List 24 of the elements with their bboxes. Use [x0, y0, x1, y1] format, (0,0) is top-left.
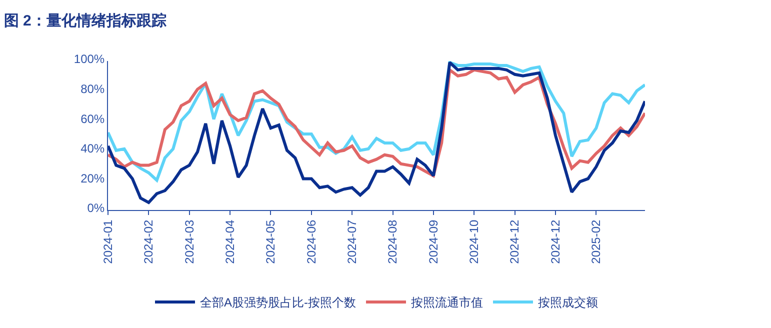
x-tick-label: 2024-07 [344, 219, 359, 264]
x-tick-label: 2024-08 [386, 219, 400, 264]
x-tick-label: 2024-01 [100, 219, 115, 264]
x-tick-label: 2024-04 [222, 219, 237, 264]
legend-label: 按照流通市值 [411, 296, 483, 310]
y-tick-label: 100% [74, 52, 105, 66]
chart-title: 图 2：量化情绪指标跟踪 [4, 12, 166, 30]
legend-label: 按照成交额 [538, 296, 598, 310]
y-tick-label: 60% [80, 112, 105, 126]
y-tick-label: 20% [80, 171, 105, 186]
x-tick-label: 2024-06 [304, 219, 318, 264]
x-tick-label: 2024-05 [264, 219, 278, 264]
y-tick-label: 0% [87, 201, 105, 216]
x-tick-label: 2025-02 [589, 219, 604, 264]
x-tick-label: 2024-03 [182, 219, 196, 264]
x-tick-label: 2024-12 [548, 219, 562, 264]
legend-label: 全部A股强势股占比-按照个数 [200, 296, 356, 310]
x-tick-label: 2024-02 [142, 219, 156, 264]
x-tick-label: 2024-09 [426, 219, 440, 264]
y-tick-label: 80% [80, 82, 105, 96]
y-tick-label: 40% [80, 142, 105, 156]
x-tick-label: 2024-12 [508, 219, 522, 264]
line-series [108, 61, 645, 204]
x-tick-label: 2024-10 [467, 219, 482, 264]
